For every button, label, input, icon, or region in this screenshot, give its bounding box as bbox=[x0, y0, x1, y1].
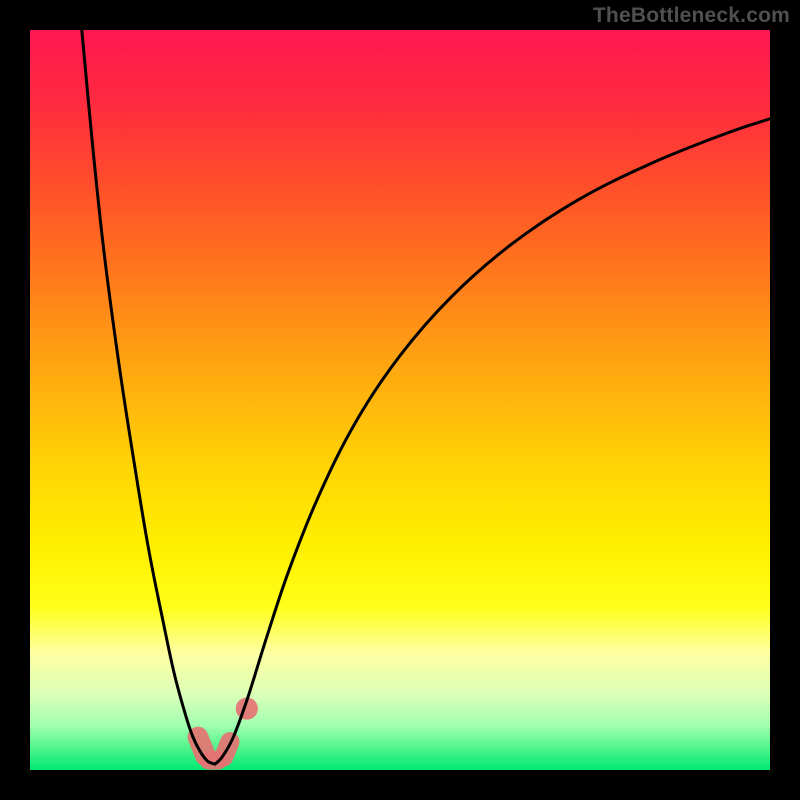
plot-area bbox=[30, 30, 770, 770]
bottleneck-curve-left bbox=[82, 30, 215, 764]
chart-frame: TheBottleneck.com bbox=[0, 0, 800, 800]
curve-layer bbox=[30, 30, 770, 770]
watermark-text: TheBottleneck.com bbox=[593, 4, 790, 28]
bottleneck-curve-right bbox=[215, 119, 770, 764]
